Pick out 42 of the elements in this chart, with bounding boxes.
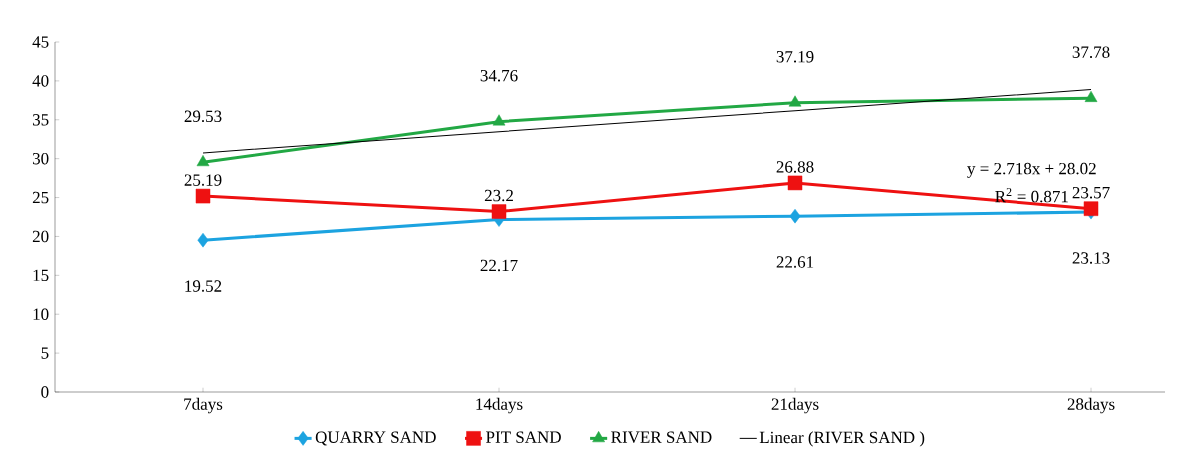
legend-label: RIVER SAND: [611, 431, 712, 443]
data-label: 23.13: [1072, 252, 1110, 264]
y-tick-label: 35: [32, 114, 49, 126]
point: [492, 114, 506, 126]
legend-label: QUARRY SAND: [315, 431, 436, 446]
legend-label: Linear (RIVER SAND ): [759, 431, 925, 447]
point: [196, 155, 210, 167]
annotation: R$^{2}$ = 0.871: [995, 188, 1068, 203]
data-label: 22.17: [480, 259, 518, 272]
annotation: y = 2.718x + 28.02: [967, 162, 1096, 178]
y-tick-label: 15: [33, 269, 49, 282]
x-tick-label: 14days: [476, 397, 523, 414]
x-tick-label: 28days: [1067, 397, 1115, 414]
point: [788, 95, 802, 107]
point: [789, 208, 801, 224]
point: [197, 232, 209, 248]
point: [1084, 90, 1098, 102]
y-tick-label: 5: [41, 347, 49, 359]
data-label: 22.61: [776, 256, 814, 268]
y-tick-label: 45: [32, 36, 49, 48]
y-tick-label: 30: [32, 152, 49, 165]
data-label: 37.19: [776, 51, 814, 63]
point: [491, 204, 507, 219]
data-label: 23.57: [1072, 186, 1110, 199]
data-label: 19.52: [185, 280, 222, 292]
y-tick-label: 20: [32, 230, 49, 243]
x-tick-label: 7days: [184, 397, 223, 414]
data-label: 34.76: [480, 69, 518, 82]
x-tick-label: 21days: [771, 397, 819, 414]
data-label: 26.88: [776, 161, 814, 173]
y-tick-label: 10: [33, 308, 49, 320]
data-label: 29.53: [184, 110, 222, 123]
y-tick-label: 40: [32, 75, 49, 87]
legend-label: PIT SAND: [486, 431, 561, 443]
data-label: 23.2: [484, 189, 513, 202]
point: [1083, 201, 1099, 216]
data-label: 25.19: [184, 174, 222, 186]
data-label: 37.78: [1072, 46, 1110, 58]
y-tick-label: 25: [32, 191, 49, 204]
y-tick-label: 0: [41, 386, 49, 398]
point: [195, 188, 211, 204]
point: [787, 175, 803, 191]
